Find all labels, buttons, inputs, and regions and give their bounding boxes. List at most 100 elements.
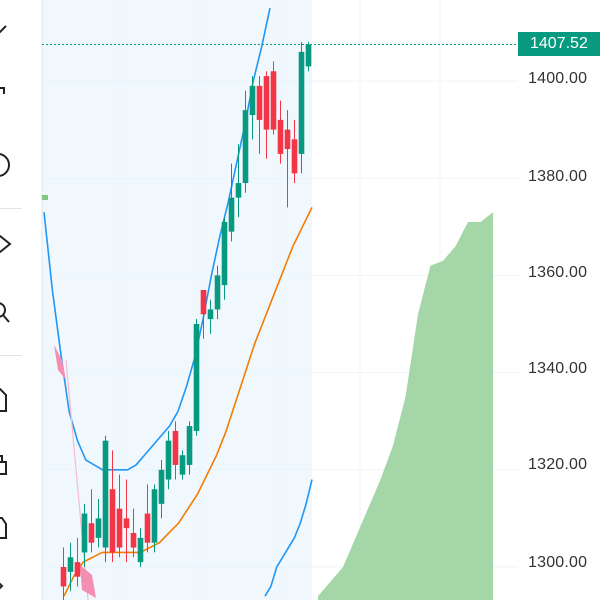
- candle-body: [60, 567, 67, 587]
- fib-retracement-tool[interactable]: [0, 78, 22, 108]
- candle: [221, 217, 228, 300]
- candle: [74, 537, 81, 587]
- candle: [193, 319, 200, 436]
- candle-body: [81, 513, 88, 553]
- zoom-icon: [0, 302, 10, 323]
- trash-icon: [0, 582, 4, 590]
- candle-body: [102, 440, 109, 548]
- price-label-1320: 1320.00: [528, 456, 588, 473]
- candle: [242, 90, 249, 193]
- candle: [305, 42, 312, 72]
- candle-body: [172, 430, 179, 465]
- candlestick-series: [60, 42, 312, 600]
- zoom-tool[interactable]: [0, 298, 22, 328]
- candle: [158, 460, 165, 519]
- candle-body: [305, 44, 312, 67]
- current-price-badge: 1407.52: [518, 32, 600, 57]
- candle-body: [214, 275, 221, 310]
- candle: [228, 163, 235, 242]
- candle-body: [151, 489, 158, 543]
- trend-line-icon: [0, 25, 7, 34]
- price-label-1300: 1300.00: [528, 554, 588, 571]
- candle: [102, 435, 109, 563]
- candle: [137, 528, 144, 567]
- candle: [172, 421, 179, 480]
- candle: [60, 547, 67, 600]
- candle-body: [67, 557, 74, 572]
- candle-body: [158, 469, 165, 504]
- candle: [151, 484, 158, 553]
- price-label-1360: 1360.00: [528, 264, 588, 281]
- candle: [81, 503, 88, 567]
- bollinger-lower-line: [264, 479, 313, 597]
- candle-body: [74, 562, 81, 577]
- candle: [256, 76, 263, 154]
- lock-icon: [0, 455, 7, 475]
- price-label-1400: 1400.00: [528, 70, 588, 87]
- candle-body: [179, 455, 186, 475]
- drawing-toolbar: [0, 0, 22, 600]
- candle: [95, 498, 102, 548]
- candle-body: [137, 537, 144, 563]
- price-label-icon: [0, 235, 12, 253]
- candle: [109, 450, 116, 563]
- candle: [179, 450, 186, 480]
- fib-retracement-icon: [0, 87, 5, 94]
- trash-tool[interactable]: [0, 566, 22, 596]
- candle: [270, 61, 277, 135]
- candle-body: [165, 440, 172, 480]
- price-label-tool[interactable]: [0, 228, 22, 258]
- hide-drawings-tool[interactable]: [0, 512, 22, 542]
- candle-body: [207, 309, 214, 320]
- candle-body: [291, 139, 298, 174]
- candle: [214, 265, 221, 320]
- magnet-icon: [0, 388, 7, 412]
- candle-body: [242, 110, 249, 184]
- magnet-tool[interactable]: [0, 385, 22, 415]
- candle: [235, 144, 242, 218]
- candle-body: [88, 523, 95, 543]
- hide-drawings-icon: [0, 517, 7, 539]
- ichimoku-cloud: [318, 212, 493, 600]
- candle: [165, 430, 172, 490]
- cloud-area: [318, 212, 493, 600]
- candle-body: [228, 197, 235, 232]
- candle-body: [263, 76, 270, 130]
- candle: [249, 76, 256, 140]
- legend-marker: [42, 195, 48, 200]
- candle-body: [109, 489, 116, 553]
- candle-body: [277, 119, 284, 154]
- candle-body: [130, 532, 137, 548]
- brush-tool[interactable]: [0, 150, 22, 180]
- candle-body: [221, 221, 228, 286]
- candle-body: [95, 518, 102, 538]
- candle: [291, 119, 298, 184]
- candle-body: [116, 508, 123, 548]
- candle: [186, 421, 193, 475]
- candle: [116, 474, 123, 558]
- candle: [130, 508, 137, 558]
- price-label-1380: 1380.00: [528, 168, 588, 185]
- candle: [277, 100, 284, 164]
- lock-tool[interactable]: [0, 448, 22, 478]
- candle: [207, 299, 214, 334]
- candle-body: [284, 129, 291, 150]
- red-cloud-fragment: [54, 345, 66, 380]
- candle: [263, 71, 270, 159]
- candle-body: [123, 518, 130, 529]
- candle-body: [144, 513, 151, 543]
- red-cloud-fragment: [80, 565, 96, 598]
- candle-body: [200, 289, 207, 315]
- bollinger-upper-line: [43, 7, 271, 471]
- candle: [67, 542, 74, 592]
- candle: [123, 479, 130, 563]
- candle: [200, 289, 207, 339]
- candle-body: [186, 426, 193, 465]
- candle: [88, 489, 95, 553]
- price-label-1340: 1340.00: [528, 360, 588, 377]
- candle-body: [298, 51, 305, 154]
- candle-body: [256, 85, 263, 120]
- brush-icon: [0, 153, 10, 177]
- trend-line-tool[interactable]: [0, 18, 22, 48]
